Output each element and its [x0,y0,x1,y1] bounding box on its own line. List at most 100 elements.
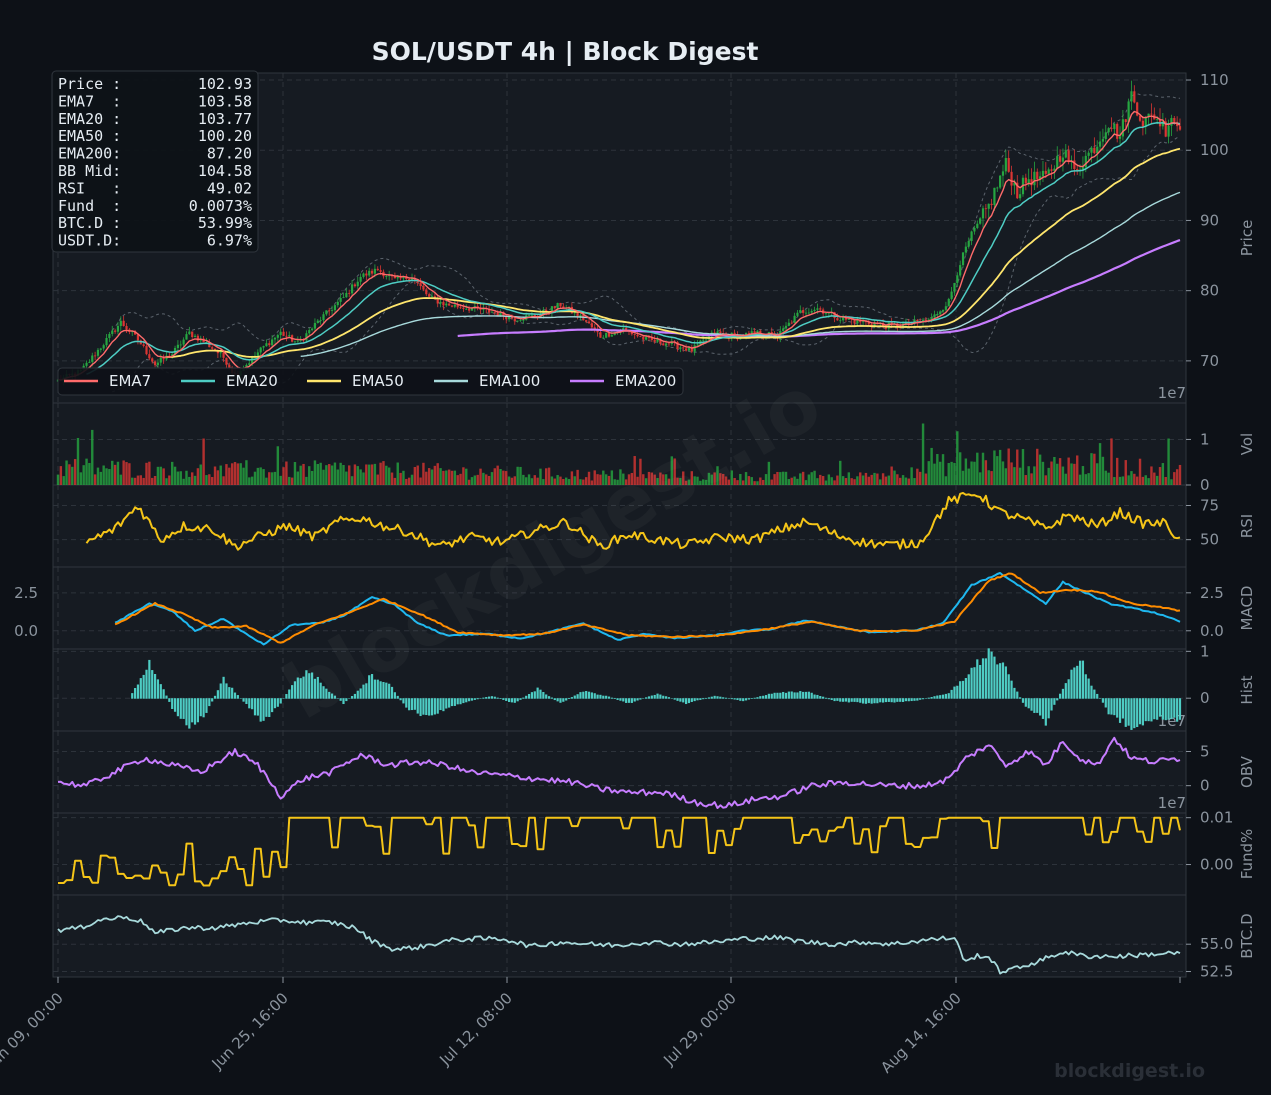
candle-body [810,310,813,313]
volume-bar [308,466,311,485]
candle-body [313,322,317,329]
volume-bar [356,466,359,485]
volume-bar [893,470,896,485]
candle-body [176,344,180,348]
volume-bar [416,465,419,485]
hist-bar [248,698,251,709]
volume-bar [953,462,956,485]
volume-bar [687,479,691,485]
volume-bar [627,474,631,485]
volume-bar [930,447,933,485]
volume-bar [1027,466,1030,485]
y-axis-label: OBV [1238,755,1256,788]
candle-body [1024,177,1027,184]
candle-body [665,343,668,346]
candle-body [1081,167,1085,170]
candle-body [939,311,942,315]
volume-bar [190,472,194,485]
candle-body [99,348,102,350]
volume-bar [156,466,160,485]
candle-body [453,304,456,307]
volume-bar [867,476,871,485]
volume-bar [938,461,942,485]
candle-body [756,330,759,334]
hist-bar [1024,698,1027,707]
volume-bar [741,480,745,485]
legend [57,367,684,396]
candle-body [553,306,556,309]
hist-bar [1133,698,1136,729]
volume-bar [770,479,773,485]
candle-body [116,325,120,332]
candle-body [684,348,688,351]
volume-bar [699,480,702,485]
hist-bar [599,694,602,699]
hist-bar [827,698,830,700]
volume-bar [941,454,945,485]
hist-bar [1173,698,1176,718]
volume-bar [853,479,856,485]
hist-bar [730,698,733,700]
volume-bar [804,480,808,485]
volume-bar [376,474,379,485]
ytick-label: 110 [1200,71,1229,89]
volume-bar [530,478,534,485]
volume-bar [1098,443,1102,485]
candle-body [682,347,685,349]
hist-bar [182,698,185,719]
hist-bar [1124,698,1127,727]
hist-bar [459,698,462,705]
volume-bar [947,463,950,485]
y-axis-label: BTC.D [1238,913,1256,958]
candle-body [493,311,496,313]
candle-body [1127,101,1130,123]
candle-body [973,227,976,232]
candle-body [142,344,145,346]
candle-body [533,314,536,317]
hist-bar [1036,698,1039,713]
hist-bar [1076,665,1079,699]
hist-bar [496,697,499,699]
hist-bar [759,696,762,699]
volume-bar [1013,467,1016,485]
hist-bar [716,696,719,699]
hist-bar [156,679,160,699]
hist-bar [408,698,411,711]
volume-bar [990,471,993,485]
volume-bar [222,476,225,485]
hist-bar [784,692,788,699]
volume-bar [62,476,65,485]
volume-bar [624,479,628,485]
volume-bar [736,480,739,485]
candle-body [1047,169,1050,174]
candle-body [1170,118,1173,126]
info-value: 0.0073% [189,197,252,215]
hist-bar [587,691,591,699]
candle-body [468,308,471,311]
candle-body [607,332,611,337]
candle-body [293,341,297,343]
candle-body [282,331,285,336]
candle-body [336,301,339,306]
candle-body [1027,179,1030,184]
candle-body [853,320,856,324]
candle-body [1061,157,1065,162]
volume-bar [781,471,785,485]
candle-body [770,331,773,334]
volume-bar [1081,466,1085,485]
candle-body [1033,171,1036,186]
volume-bar [856,476,859,485]
hist-bar [1150,698,1153,722]
hist-bar [753,697,756,699]
volume-bar [250,476,254,485]
hist-bar [262,698,265,721]
volume-bar [322,469,325,485]
hist-bar [913,698,916,701]
hist-bar [616,698,619,700]
ytick-label: 0.0 [1200,622,1224,640]
volume-bar [684,480,688,485]
hist-bar [1016,691,1019,699]
candle-body [442,301,445,306]
hist-bar [268,698,271,718]
hist-bar [713,695,716,699]
